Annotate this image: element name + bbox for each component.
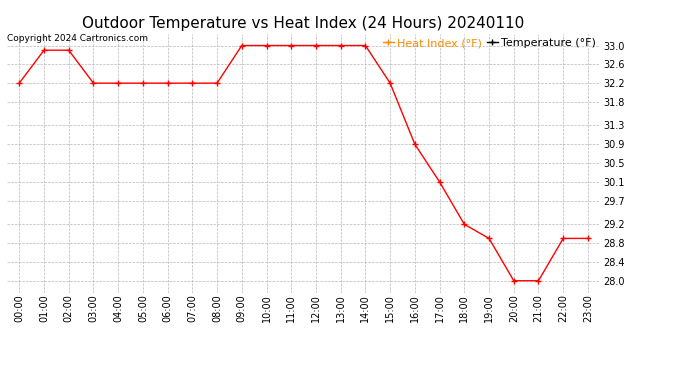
Title: Outdoor Temperature vs Heat Index (24 Hours) 20240110: Outdoor Temperature vs Heat Index (24 Ho… <box>83 16 524 31</box>
Text: Copyright 2024 Cartronics.com: Copyright 2024 Cartronics.com <box>7 34 148 43</box>
Legend: Heat Index (°F), Temperature (°F): Heat Index (°F), Temperature (°F) <box>378 34 600 53</box>
